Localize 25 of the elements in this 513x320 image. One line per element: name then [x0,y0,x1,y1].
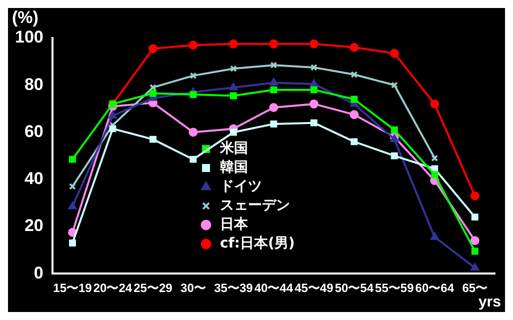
legend-label: 米国 [219,140,248,157]
legend-label: 日本 [220,216,250,233]
x-tick-label: 40〜44 [254,281,294,296]
y-axis-title: (%) [12,8,38,28]
x-tick-label: 50〜54 [334,281,374,296]
legend-label: ドイツ [220,178,262,195]
legend-label: cf:日本(男) [220,236,295,252]
y-tick-label: 60 [24,122,44,141]
y-tick-label: 20 [24,216,44,236]
x-tick-label: 65〜 [462,281,488,296]
y-tick-label: 100 [14,28,44,47]
x-tick-label: 25〜29 [134,281,173,296]
x-tick-label: 30〜 [180,281,206,296]
y-tick-label: 0 [34,263,44,282]
y-tick-label: 40 [24,169,44,188]
x-tick-label: 20〜24 [93,281,132,296]
x-tick-label: 15〜19 [53,281,92,296]
x-tick-label: 45〜49 [294,281,334,296]
x-tick-label: 55〜59 [375,281,414,296]
y-tick-label: 80 [24,74,44,94]
x-axis-title: yrs [478,294,501,311]
legend-label: 韓国 [220,160,248,176]
legend-label: スェーデン [220,198,290,214]
x-tick-label: 60〜64 [415,281,454,296]
x-tick-label: 35〜39 [214,281,254,296]
